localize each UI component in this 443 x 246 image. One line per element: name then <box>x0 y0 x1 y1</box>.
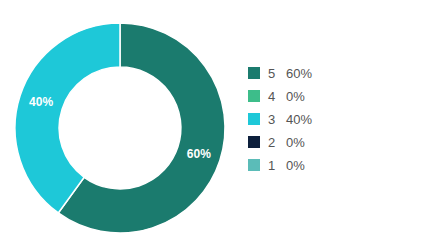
svg-text:40%: 40% <box>29 95 53 109</box>
html-text:5 60%: 5 60% <box>268 65 313 81</box>
svg-text:60%: 60% <box>187 147 211 161</box>
html-text:1 0%: 1 0% <box>268 157 305 173</box>
html-text:3 40%: 3 40% <box>268 111 313 127</box>
html-text:2 0%: 2 0% <box>268 134 305 150</box>
html-text:4 0%: 4 0% <box>268 88 305 104</box>
